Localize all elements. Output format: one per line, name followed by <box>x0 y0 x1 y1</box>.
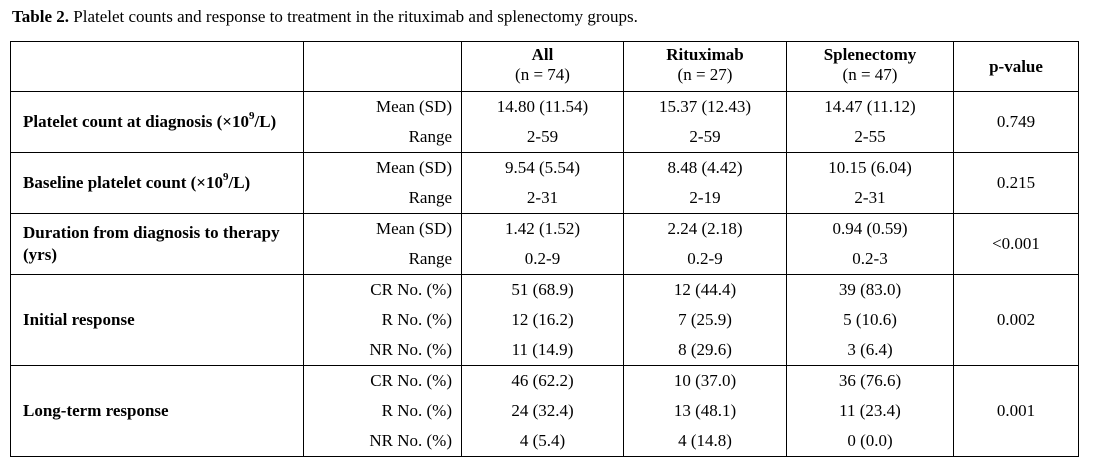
group-label: Long-term response <box>10 365 304 457</box>
stat-label: Mean (SD) <box>303 152 462 183</box>
table-row: Baseline platelet count (×109/L) Mean (SD… <box>10 152 1079 214</box>
header-splenectomy-n: (n = 47) <box>842 64 898 84</box>
stat-label: R No. (%) <box>303 305 462 335</box>
cell-all: 4 (5.4) <box>461 426 624 457</box>
table-row: NR No. (%) 4 (5.4) 4 (14.8) 0 (0.0) <box>11 426 1079 457</box>
cell-rituximab: 10 (37.0) <box>623 365 787 396</box>
group-label: Platelet count at diagnosis (×109/L) <box>10 91 304 153</box>
stat-label: Mean (SD) <box>303 213 462 244</box>
group-label-text: Baseline platelet count (×10 <box>23 172 223 192</box>
header-all-title: All <box>531 45 554 64</box>
cell-splenectomy: 39 (83.0) <box>786 274 954 305</box>
cell-all: 0.2-9 <box>461 244 624 275</box>
header-empty-label <box>10 41 304 92</box>
stat-label: Range <box>303 183 462 214</box>
cell-rituximab: 8.48 (4.42) <box>623 152 787 183</box>
stat-label: R No. (%) <box>303 396 462 426</box>
header-row: All (n = 74) Rituximab (n = 27) Splenect… <box>10 41 1079 92</box>
group-label-unit: /L) <box>228 172 251 192</box>
cell-splenectomy: 0 (0.0) <box>786 426 954 457</box>
cell-all: 11 (14.9) <box>461 335 624 366</box>
caption-label: Table 2. <box>12 7 70 26</box>
header-pvalue: p-value <box>953 41 1079 92</box>
cell-all: 1.42 (1.52) <box>461 213 624 244</box>
cell-rituximab: 2-19 <box>623 183 787 214</box>
stat-label: CR No. (%) <box>303 365 462 396</box>
cell-all: 24 (32.4) <box>461 396 624 426</box>
results-table: All (n = 74) Rituximab (n = 27) Splenect… <box>10 41 1079 457</box>
cell-all: 9.54 (5.54) <box>461 152 624 183</box>
table-row: Range 2-31 2-19 2-31 <box>11 183 1079 214</box>
group-label-text: Initial response <box>23 309 135 329</box>
stat-label: Range <box>303 244 462 275</box>
table-caption: Table 2. Platelet counts and response to… <box>12 7 638 27</box>
header-all: All (n = 74) <box>461 41 624 92</box>
header-rituximab-title: Rituximab <box>666 45 744 64</box>
cell-all: 12 (16.2) <box>461 305 624 335</box>
cell-pvalue: 0.002 <box>953 274 1079 366</box>
cell-splenectomy: 11 (23.4) <box>786 396 954 426</box>
cell-splenectomy: 14.47 (11.12) <box>786 91 954 122</box>
cell-rituximab: 13 (48.1) <box>623 396 787 426</box>
header-splenectomy-title: Splenectomy <box>823 45 917 64</box>
header-rituximab-n: (n = 27) <box>677 64 733 84</box>
stat-label: NR No. (%) <box>303 426 462 457</box>
cell-rituximab: 2-59 <box>623 122 787 153</box>
header-all-n: (n = 74) <box>515 64 570 84</box>
group-label: Initial response <box>10 274 304 366</box>
header-rituximab: Rituximab (n = 27) <box>623 41 787 92</box>
group-label-superscript: 9 <box>248 109 255 122</box>
table-row: Platelet count at diagnosis (×109/L) Mean… <box>10 91 1079 153</box>
cell-all: 51 (68.9) <box>461 274 624 305</box>
cell-pvalue: <0.001 <box>953 213 1079 275</box>
cell-rituximab: 4 (14.8) <box>623 426 787 457</box>
stat-label: NR No. (%) <box>303 335 462 366</box>
cell-rituximab: 2.24 (2.18) <box>623 213 787 244</box>
group-label-text: Long-term response <box>23 400 169 420</box>
cell-pvalue: 0.215 <box>953 152 1079 214</box>
cell-splenectomy: 10.15 (6.04) <box>786 152 954 183</box>
cell-pvalue: 0.001 <box>953 365 1079 457</box>
stat-label: Mean (SD) <box>303 91 462 122</box>
cell-rituximab: 12 (44.4) <box>623 274 787 305</box>
table-body: Platelet count at diagnosis (×109/L) Mean… <box>10 91 1079 457</box>
cell-splenectomy: 3 (6.4) <box>786 335 954 366</box>
cell-splenectomy: 36 (76.6) <box>786 365 954 396</box>
group-label-superscript: 9 <box>222 170 229 183</box>
cell-splenectomy: 0.94 (0.59) <box>786 213 954 244</box>
cell-all: 2-31 <box>461 183 624 214</box>
table-row: R No. (%) 24 (32.4) 13 (48.1) 11 (23.4) <box>11 396 1079 426</box>
cell-rituximab: 15.37 (12.43) <box>623 91 787 122</box>
cell-all: 14.80 (11.54) <box>461 91 624 122</box>
cell-splenectomy: 2-31 <box>786 183 954 214</box>
table-row: Duration from diagnosis to therapy (yrs)… <box>10 213 1079 275</box>
cell-all: 2-59 <box>461 122 624 153</box>
cell-splenectomy: 5 (10.6) <box>786 305 954 335</box>
header-empty-stat <box>303 41 462 92</box>
group-label: Duration from diagnosis to therapy (yrs) <box>10 213 304 275</box>
table-row: Range 0.2-9 0.2-9 0.2-3 <box>11 244 1079 275</box>
stat-label: Range <box>303 122 462 153</box>
group-label: Baseline platelet count (×109/L) <box>10 152 304 214</box>
header-splenectomy: Splenectomy (n = 47) <box>786 41 954 92</box>
cell-rituximab: 7 (25.9) <box>623 305 787 335</box>
group-label-text: Platelet count at diagnosis (×10 <box>23 111 249 131</box>
stat-label: CR No. (%) <box>303 274 462 305</box>
table-row: NR No. (%) 11 (14.9) 8 (29.6) 3 (6.4) <box>11 335 1079 366</box>
table-row: Long-term response CR No. (%) 46 (62.2) 10 … <box>10 365 1079 457</box>
table-row: Initial response CR No. (%) 51 (68.9) 12 (4… <box>10 274 1079 366</box>
caption-text: Platelet counts and response to treatmen… <box>69 7 638 26</box>
cell-all: 46 (62.2) <box>461 365 624 396</box>
group-label-text: Duration from diagnosis to therapy (yrs) <box>23 222 280 264</box>
group-label-unit: /L) <box>254 111 277 131</box>
cell-splenectomy: 0.2-3 <box>786 244 954 275</box>
cell-rituximab: 0.2-9 <box>623 244 787 275</box>
table-row: R No. (%) 12 (16.2) 7 (25.9) 5 (10.6) <box>11 305 1079 335</box>
cell-pvalue: 0.749 <box>953 91 1079 153</box>
cell-rituximab: 8 (29.6) <box>623 335 787 366</box>
cell-splenectomy: 2-55 <box>786 122 954 153</box>
